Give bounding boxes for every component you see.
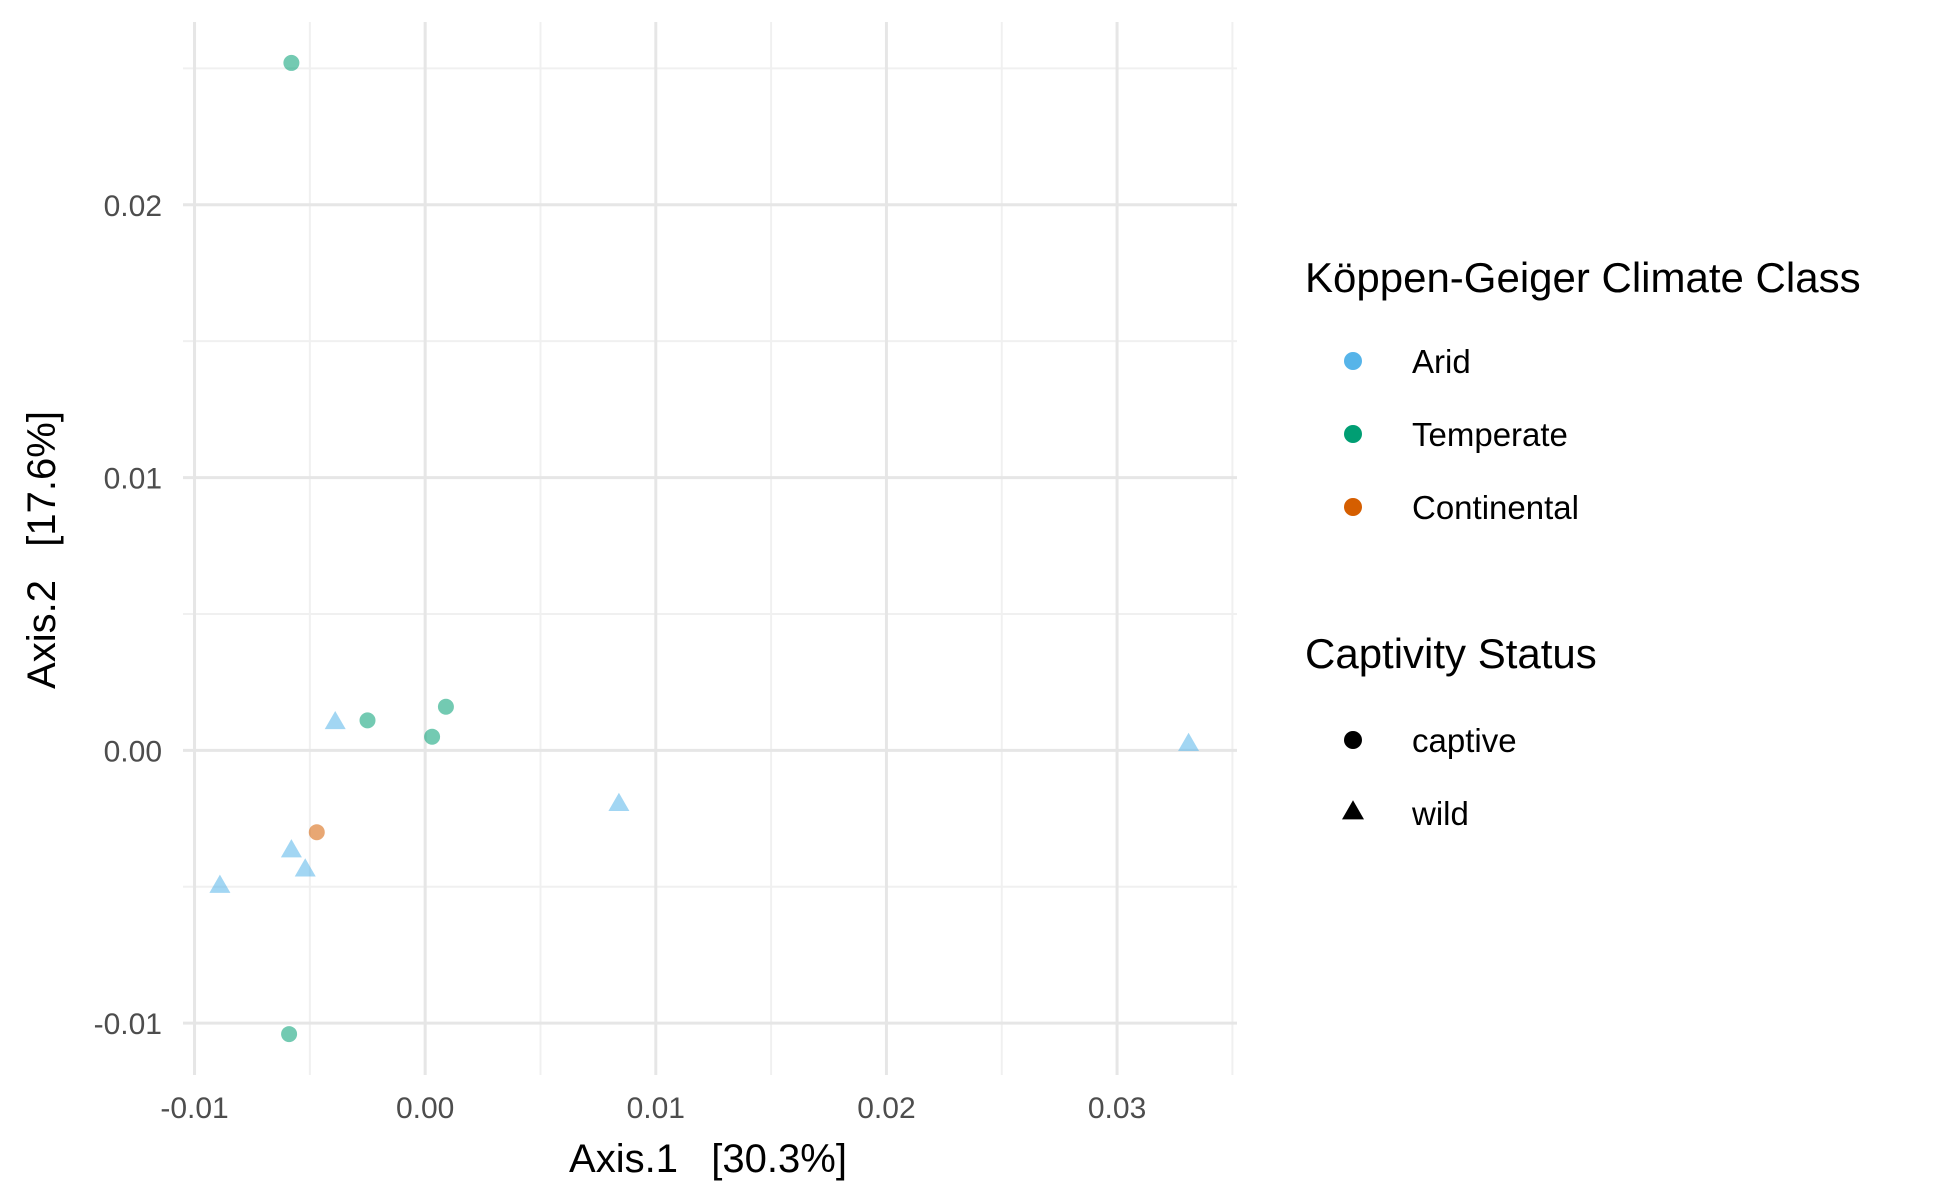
color-legend-entries: Arid Temperate Continental [1344, 343, 1579, 526]
shape-legend-key [1344, 731, 1362, 749]
y-tick-label: -0.01 [94, 1008, 162, 1041]
data-point-captive [281, 1026, 298, 1043]
x-tick-label: 0.03 [1088, 1092, 1146, 1125]
x-axis-ticks: -0.01 0.00 0.01 0.02 0.03 [160, 1092, 1146, 1125]
data-point-captive [359, 712, 376, 729]
color-legend-key [1344, 425, 1362, 443]
color-legend-label: Arid [1412, 343, 1471, 380]
data-point-wild [280, 839, 302, 858]
y-tick-label: 0.02 [104, 190, 162, 223]
data-point-wild [294, 858, 316, 877]
y-tick-label: 0.00 [104, 735, 162, 768]
color-legend-label: Temperate [1412, 416, 1568, 453]
shape-legend-label: captive [1412, 722, 1517, 759]
data-point-wild [209, 874, 231, 893]
x-tick-label: 0.00 [396, 1092, 454, 1125]
color-legend-title: Köppen-Geiger Climate Class [1305, 254, 1861, 301]
shape-legend-entries: captive wild [1342, 722, 1517, 832]
grid [183, 22, 1237, 1075]
data-point-wild [1178, 732, 1200, 751]
color-legend-key [1344, 498, 1362, 516]
shape-legend-key [1342, 800, 1364, 820]
y-axis-title: Axis.2 [17.6%] [20, 411, 64, 689]
x-tick-label: -0.01 [160, 1092, 228, 1125]
color-legend-label: Continental [1412, 489, 1579, 526]
data-point-captive [437, 698, 454, 715]
shape-legend-title: Captivity Status [1305, 630, 1597, 677]
legend: Köppen-Geiger Climate Class Arid Temperat… [1305, 254, 1861, 832]
data-point-captive [308, 824, 325, 841]
data-point-wild [324, 710, 346, 730]
x-tick-label: 0.02 [857, 1092, 915, 1125]
y-axis-ticks: -0.01 0.00 0.01 0.02 [94, 190, 162, 1041]
color-legend-key [1344, 352, 1362, 370]
x-axis-title: Axis.1 [30.3%] [569, 1137, 847, 1181]
shape-legend-label: wild [1411, 795, 1469, 832]
data-point-captive [424, 728, 441, 745]
data-point-wild [608, 792, 630, 811]
data-points [209, 54, 1200, 1043]
data-point-captive [283, 54, 300, 71]
x-tick-label: 0.01 [627, 1092, 685, 1125]
y-tick-label: 0.01 [104, 463, 162, 496]
